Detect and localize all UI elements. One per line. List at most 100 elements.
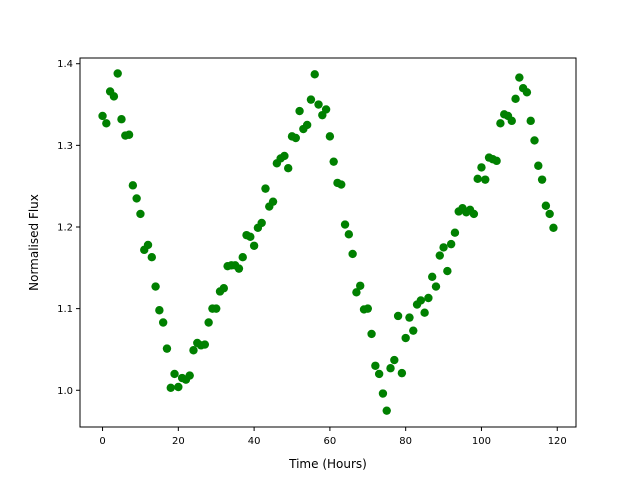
- x-tick-label: 60: [324, 436, 337, 447]
- data-point: [522, 88, 532, 97]
- x-tick-label: 0: [99, 436, 105, 447]
- data-point: [268, 197, 278, 206]
- data-point: [374, 369, 384, 379]
- data-point: [200, 340, 210, 349]
- data-point: [151, 282, 160, 291]
- data-point: [515, 73, 524, 82]
- data-point: [352, 288, 361, 297]
- data-point: [545, 209, 554, 219]
- data-point: [113, 69, 122, 78]
- data-point: [416, 296, 426, 305]
- y-axis-label: Normalised Flux: [27, 194, 41, 291]
- y-tick-label: 1.0: [57, 386, 73, 397]
- data-point: [321, 105, 331, 114]
- data-point: [314, 100, 323, 109]
- data-point: [534, 161, 543, 170]
- data-point: [469, 209, 479, 219]
- data-point: [397, 368, 407, 378]
- plot-area: [80, 58, 576, 427]
- data-point: [189, 346, 198, 355]
- data-point: [473, 174, 482, 184]
- data-point: [390, 355, 399, 365]
- data-point: [132, 194, 141, 203]
- data-point: [238, 252, 247, 262]
- x-tick-label: 100: [472, 436, 491, 447]
- data-point: [401, 333, 410, 343]
- y-tick-label: 1.4: [57, 59, 73, 70]
- data-point: [356, 281, 365, 290]
- x-tick-label: 80: [399, 436, 412, 447]
- data-point: [310, 70, 319, 79]
- x-tick-label: 120: [548, 436, 567, 447]
- data-point: [386, 364, 395, 373]
- data-point: [507, 116, 516, 126]
- data-point: [280, 151, 289, 161]
- data-point: [340, 220, 350, 229]
- data-point: [405, 313, 414, 322]
- data-point: [363, 304, 372, 313]
- data-point: [450, 228, 460, 237]
- data-point: [124, 130, 134, 139]
- data-point: [382, 406, 391, 415]
- data-point: [526, 116, 535, 126]
- data-point: [329, 157, 338, 166]
- data-point: [337, 180, 346, 189]
- data-point: [166, 383, 175, 393]
- plot-frame: [79, 57, 577, 428]
- data-point: [409, 326, 418, 335]
- data-point: [143, 240, 153, 250]
- data-point: [162, 344, 172, 353]
- data-point: [147, 252, 156, 262]
- data-point: [511, 94, 520, 104]
- data-point: [219, 284, 228, 293]
- data-point: [261, 184, 270, 193]
- data-point: [439, 243, 448, 252]
- data-point: [295, 106, 304, 116]
- data-point: [549, 223, 558, 233]
- y-tick-label: 1.1: [57, 304, 73, 315]
- data-points: [98, 69, 558, 415]
- data-point: [306, 95, 316, 104]
- data-point: [170, 369, 179, 379]
- y-axis-ticks: 1.0 1.1 1.2 1.3 1.4: [57, 59, 80, 397]
- data-point: [446, 239, 456, 249]
- data-point: [158, 318, 168, 327]
- data-point: [249, 241, 259, 250]
- y-tick-label: 1.2: [57, 222, 73, 233]
- data-point: [477, 163, 486, 172]
- data-point: [344, 230, 354, 239]
- data-point: [530, 136, 539, 145]
- x-tick-label: 20: [172, 436, 185, 447]
- data-point: [393, 311, 403, 321]
- data-point: [481, 175, 490, 184]
- data-point: [102, 119, 111, 128]
- data-point: [284, 164, 293, 173]
- data-point: [496, 119, 505, 128]
- data-point: [302, 120, 312, 130]
- data-point: [424, 293, 433, 303]
- data-point: [128, 181, 138, 190]
- data-point: [185, 371, 194, 380]
- data-point: [348, 249, 357, 259]
- x-tick-label: 40: [248, 436, 261, 447]
- data-point: [234, 264, 244, 273]
- data-point: [378, 389, 388, 398]
- data-point: [428, 272, 437, 281]
- data-point: [117, 115, 126, 124]
- data-point: [371, 361, 380, 370]
- x-axis-label: Time (Hours): [288, 457, 367, 471]
- data-point: [98, 111, 107, 121]
- data-point: [420, 308, 429, 317]
- y-tick-label: 1.3: [57, 141, 73, 152]
- data-point: [537, 175, 547, 184]
- data-point: [431, 282, 441, 291]
- data-point: [435, 251, 444, 260]
- data-point: [212, 304, 221, 313]
- data-point: [136, 209, 145, 219]
- data-point: [109, 92, 119, 101]
- x-axis-ticks: 0 20 40 60 80 100 120: [99, 427, 567, 447]
- data-point: [155, 306, 164, 315]
- data-point: [204, 318, 213, 327]
- data-point: [541, 201, 551, 210]
